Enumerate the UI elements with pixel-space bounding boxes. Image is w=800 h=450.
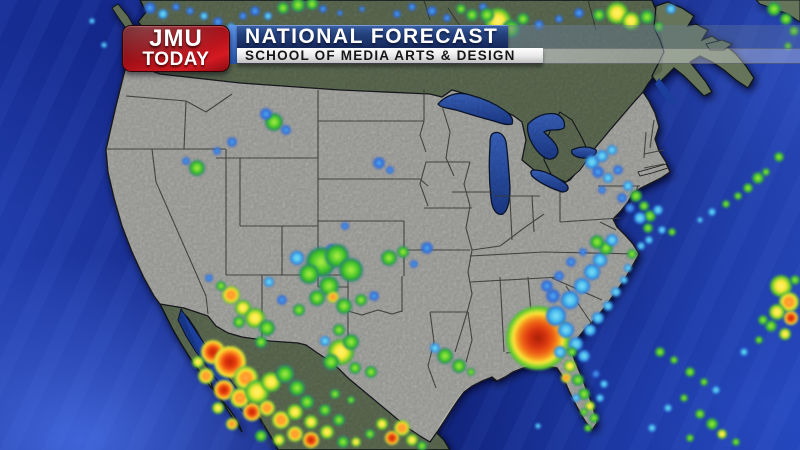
maritimes-landmass [651,1,755,97]
bay-of-fundy [655,78,676,106]
vancouver-island [111,3,137,35]
newfoundland-corner [755,0,800,23]
